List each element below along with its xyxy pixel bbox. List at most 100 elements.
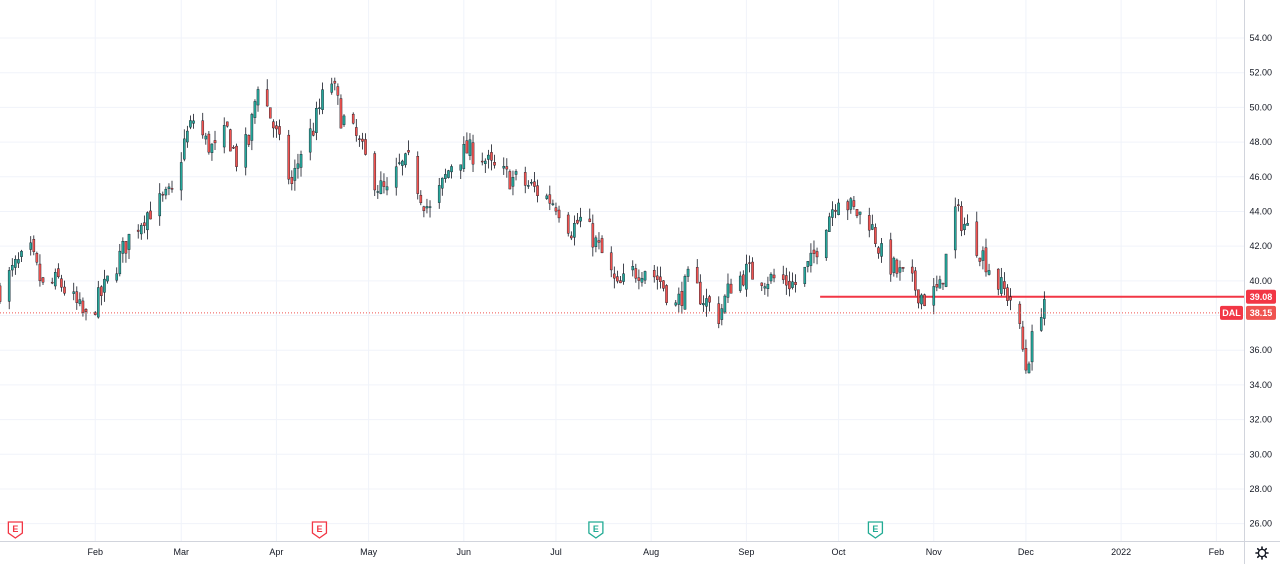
candle-body <box>78 299 82 304</box>
candle-body <box>404 153 407 166</box>
candle-body <box>139 224 143 235</box>
candle-body <box>32 239 36 252</box>
candle-body <box>118 250 122 275</box>
candle-body <box>785 275 788 286</box>
candle-body <box>1030 331 1034 363</box>
candle-body <box>20 250 23 257</box>
candle-body <box>600 238 604 254</box>
candle-body <box>186 130 189 143</box>
earnings-marker[interactable]: E <box>311 521 328 539</box>
candle-body <box>772 274 776 279</box>
candle-body <box>447 170 450 178</box>
candle-body <box>1000 277 1003 294</box>
candle-body <box>10 265 14 271</box>
candle-body <box>201 120 205 136</box>
candle-body <box>419 194 423 204</box>
candle-body <box>342 115 346 125</box>
candle-body <box>333 80 337 84</box>
candle-body <box>766 283 770 290</box>
candle-body <box>680 291 684 306</box>
candle-body <box>935 284 939 288</box>
price-tick-label: 50.00 <box>1249 102 1272 112</box>
time-tick-label: 2022 <box>1111 547 1131 557</box>
candle-body <box>677 293 681 305</box>
candle-body <box>385 186 389 191</box>
candle-body <box>781 274 785 280</box>
candle-body <box>527 185 530 187</box>
candle-body <box>204 135 208 140</box>
time-axis[interactable]: Feb Mar Apr May Jun Jul Aug Sep Oct Nov Dec 2022 Feb <box>87 547 1224 557</box>
candle-body <box>484 160 487 164</box>
candle-body <box>640 278 644 283</box>
candle-body <box>81 300 85 313</box>
candle-body <box>41 277 45 283</box>
candle-body <box>834 209 837 212</box>
price-axis[interactable]: 26.0028.0030.0032.0034.0036.0038.0040.00… <box>1249 33 1272 529</box>
candle-body <box>858 211 862 215</box>
time-tick-label: Jun <box>457 547 472 557</box>
candle-body <box>7 270 11 302</box>
candle-body <box>269 107 272 119</box>
candle-body <box>318 107 321 109</box>
candle-body <box>358 138 361 140</box>
candle-body <box>278 126 281 135</box>
earnings-marker[interactable]: E <box>867 521 884 539</box>
candle-body <box>459 164 463 171</box>
settings-gear-icon[interactable] <box>1255 546 1269 560</box>
candle-body <box>508 171 512 190</box>
candle-body <box>530 182 533 184</box>
candle-body <box>35 253 39 263</box>
candle-body <box>1021 326 1025 350</box>
candle-body <box>705 298 708 307</box>
candle-body <box>487 154 490 160</box>
candle-body <box>745 263 748 290</box>
candle-body <box>229 129 232 152</box>
candle-body <box>355 127 358 136</box>
candle-body <box>514 171 518 175</box>
candle-body <box>468 139 472 156</box>
candle-body <box>72 291 76 294</box>
candle-body <box>674 302 678 306</box>
candle-body <box>536 185 539 197</box>
candle-body <box>855 209 859 217</box>
price-tick-label: 30.00 <box>1249 449 1272 459</box>
candle-body <box>708 296 711 303</box>
candle-body <box>480 160 484 163</box>
candle-body <box>100 286 103 296</box>
candle-body <box>321 89 324 110</box>
candle-body <box>441 177 444 189</box>
candle-body <box>889 239 893 275</box>
last-price-tag <box>1246 305 1276 320</box>
candle-body <box>892 257 896 273</box>
candle-body <box>401 160 404 166</box>
earnings-marker[interactable]: E <box>588 521 604 539</box>
time-tick-label: Mar <box>173 547 189 557</box>
candle-body <box>548 194 552 204</box>
candle-body <box>683 276 687 310</box>
candle-body <box>136 229 140 232</box>
candle-body <box>953 206 957 251</box>
candle-body <box>143 222 146 226</box>
candle-body <box>149 210 152 220</box>
candle-body <box>837 202 840 216</box>
candle-body <box>803 266 807 284</box>
candle-body <box>996 268 1000 290</box>
candle-body <box>557 209 561 219</box>
candle-body <box>465 140 469 154</box>
candle-body <box>1003 281 1006 289</box>
candle-body <box>880 243 883 257</box>
earnings-marker[interactable]: E <box>7 521 24 539</box>
candle-body <box>444 174 447 179</box>
price-tick-label: 44.00 <box>1249 206 1272 216</box>
price-tick-label: 48.00 <box>1249 137 1272 147</box>
candle-body <box>222 125 226 148</box>
candle-body <box>917 289 920 304</box>
candle-body <box>1039 317 1043 331</box>
candle-body <box>124 241 128 254</box>
candle-body <box>579 216 582 222</box>
candle-body <box>806 261 810 267</box>
candle-body <box>505 166 509 170</box>
candle-body <box>293 168 297 181</box>
